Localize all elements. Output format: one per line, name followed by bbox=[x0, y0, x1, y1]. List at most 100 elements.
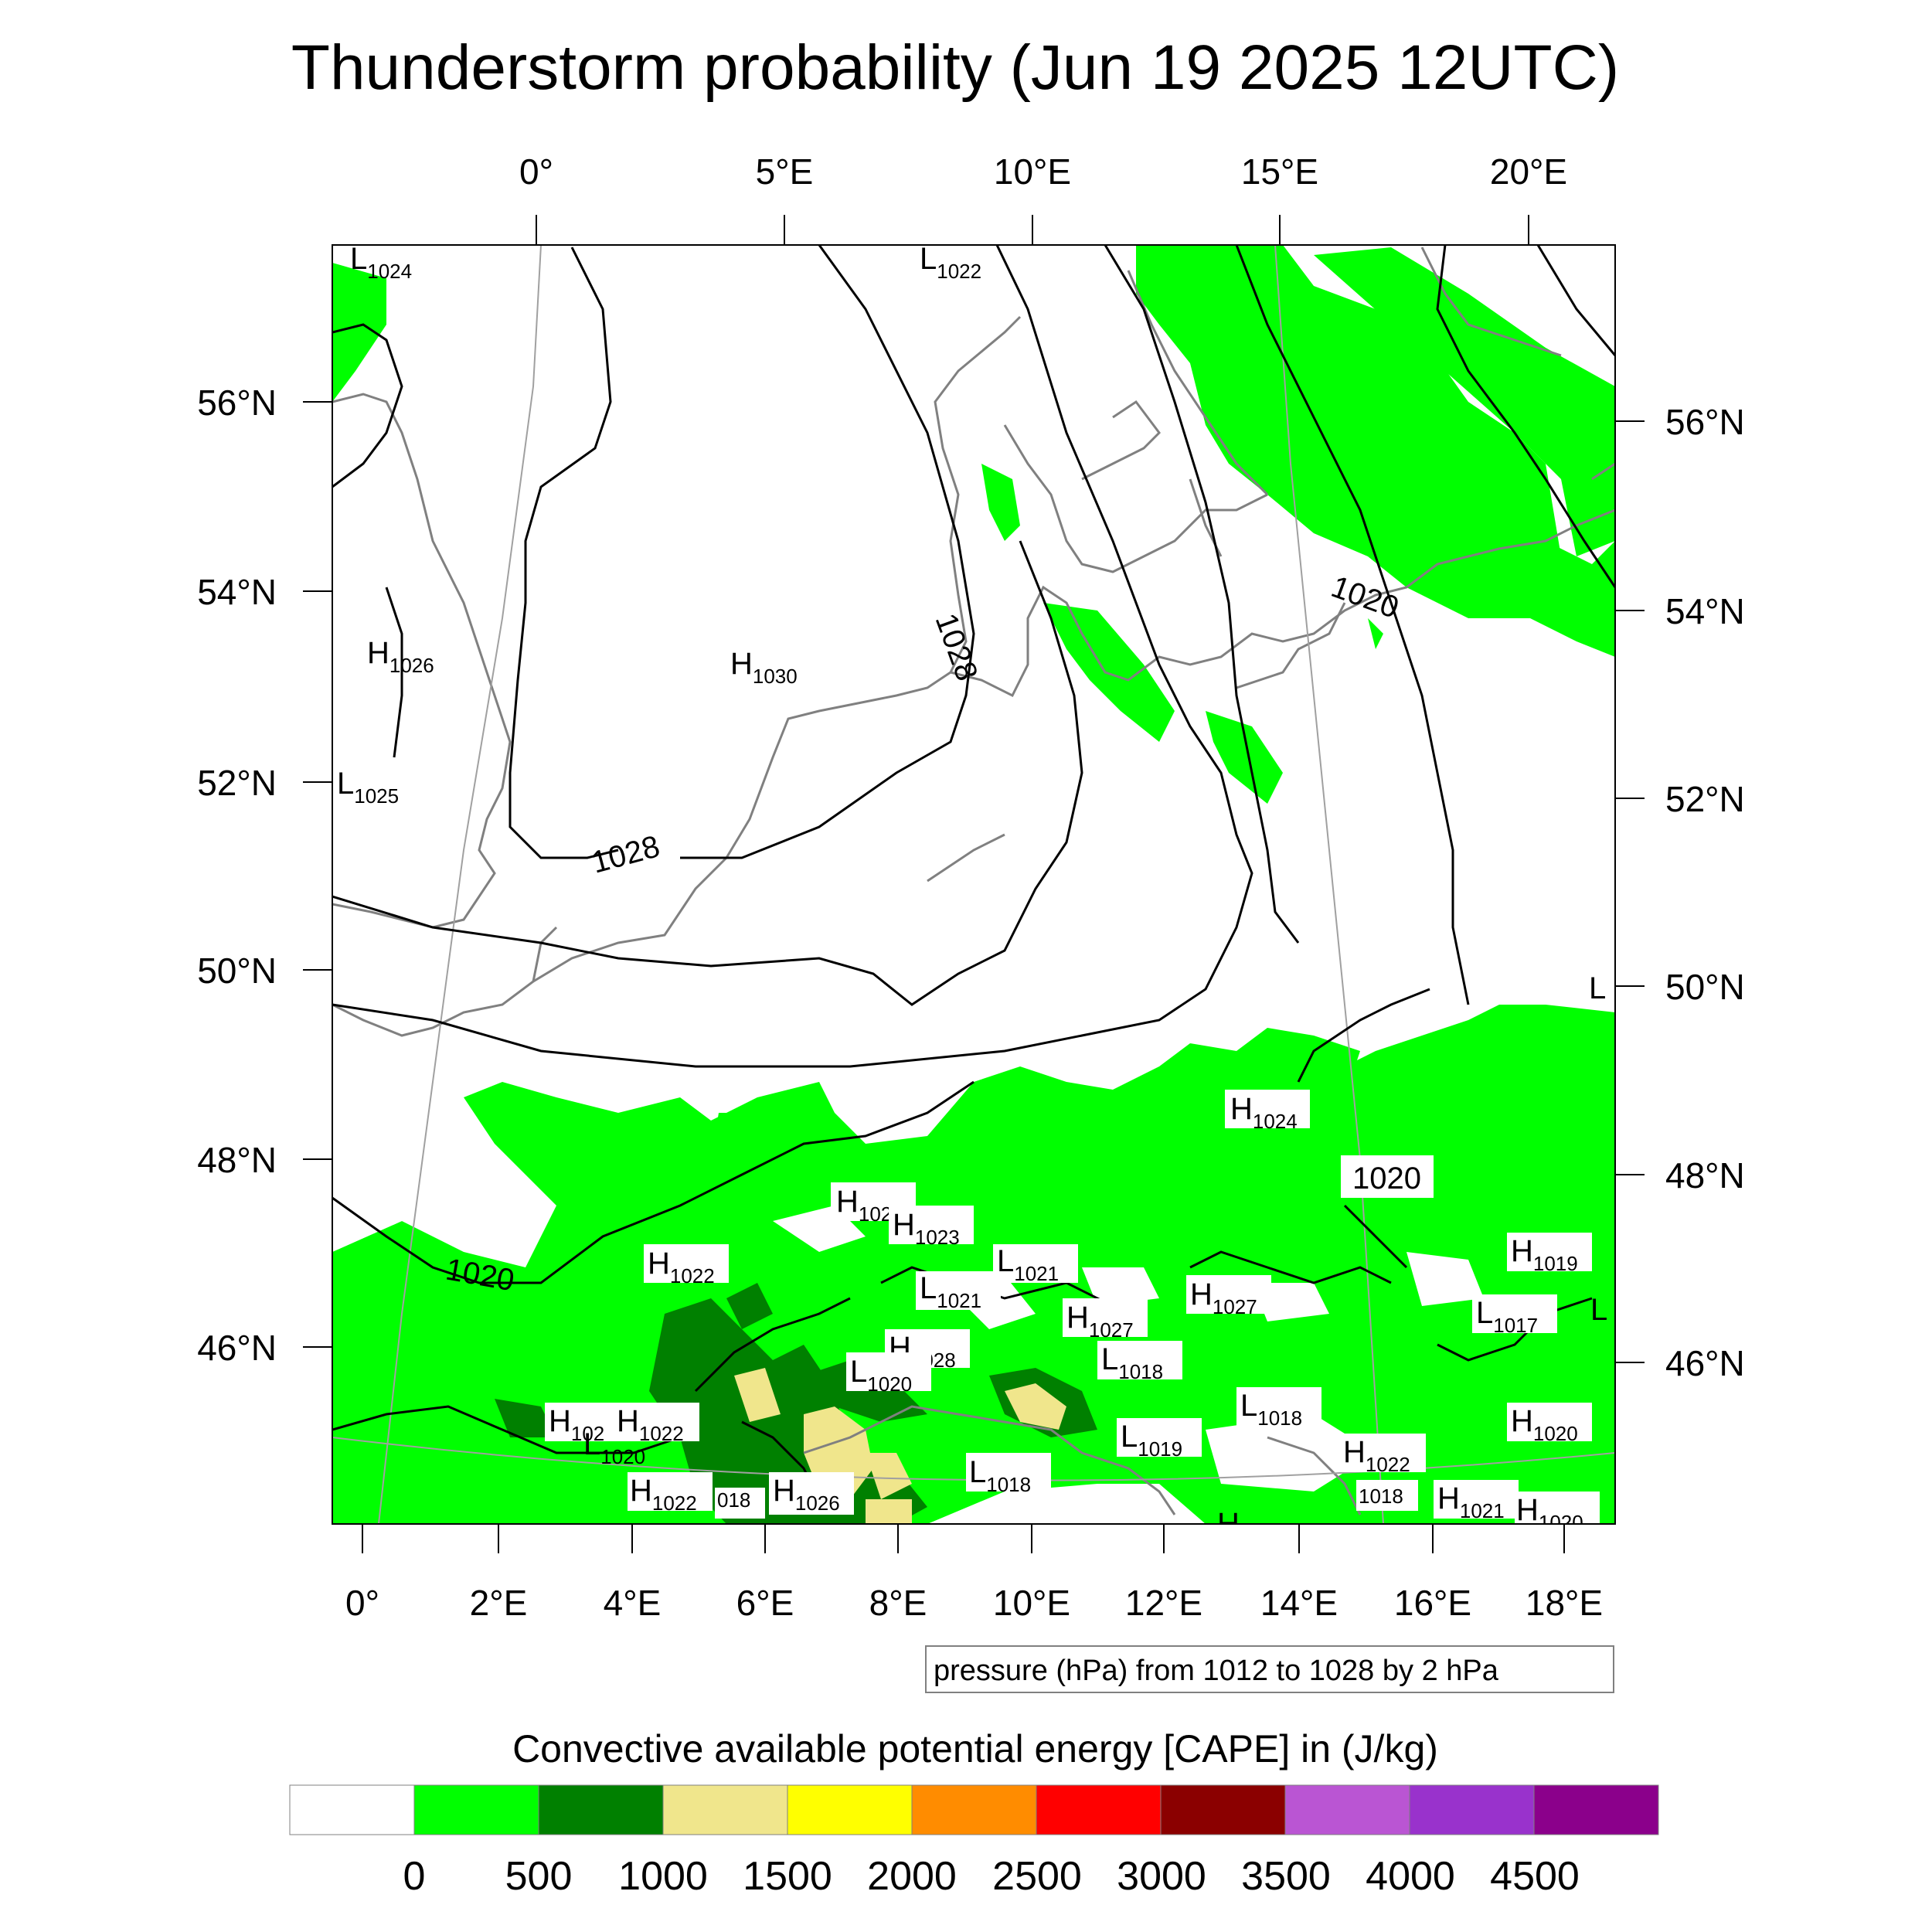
pressure-center-label: H1020 bbox=[1516, 1493, 1583, 1534]
top-axis-label: 0° bbox=[519, 151, 553, 192]
pressure-center-label: H1022 bbox=[648, 1247, 715, 1287]
pressure-center-label: H1022 bbox=[630, 1474, 697, 1515]
colorbar-label: 1000 bbox=[618, 1854, 708, 1899]
top-axis-label: 5°E bbox=[756, 151, 814, 192]
top-axis-label: 10°E bbox=[994, 151, 1071, 192]
left-axis-label: 52°N bbox=[197, 763, 277, 803]
top-axis bbox=[536, 215, 1529, 245]
pressure-center-label: H1030 bbox=[730, 647, 798, 688]
top-axis-label: 15°E bbox=[1241, 151, 1318, 192]
bottom-axis-labels: 0° 2°E 4°E 6°E 8°E 10°E 12°E 14°E 16°E 1… bbox=[345, 1583, 1603, 1623]
right-axis-label: 54°N bbox=[1665, 591, 1745, 631]
pressure-center-label: L1021 bbox=[920, 1271, 981, 1312]
colorbar-label: 2500 bbox=[992, 1854, 1082, 1899]
left-axis-labels: 56°N 54°N 52°N 50°N 48°N 46°N bbox=[197, 383, 277, 1368]
pressure-note: pressure (hPa) from 1012 to 1028 by 2 hP… bbox=[934, 1655, 1499, 1687]
top-axis-labels: 0° 5°E 10°E 15°E 20°E bbox=[519, 151, 1567, 192]
bottom-axis-label: 2°E bbox=[470, 1583, 528, 1623]
colorbar-label: 2000 bbox=[867, 1854, 957, 1899]
right-axis-labels: 56°N 54°N 52°N 50°N 48°N 46°N bbox=[1665, 402, 1745, 1383]
colorbar-label: 4000 bbox=[1366, 1854, 1455, 1899]
colorbar-swatch bbox=[1533, 1784, 1659, 1835]
pressure-centers: L1024 L1022 H1026 H1030 L1025 H1024 H102… bbox=[337, 242, 1607, 1541]
pressure-center-label: H1022 bbox=[1343, 1435, 1410, 1476]
pressure-center-label: H1027 bbox=[1190, 1277, 1257, 1318]
right-axis-label: 52°N bbox=[1665, 779, 1745, 819]
right-axis bbox=[1615, 420, 1645, 1363]
pressure-center-label: H1024 bbox=[1230, 1092, 1298, 1133]
isobars bbox=[332, 245, 1615, 1500]
pressure-center-label: L1017 bbox=[1476, 1296, 1538, 1337]
colorbar-swatch bbox=[1160, 1784, 1286, 1835]
bottom-axis-label: 6°E bbox=[736, 1583, 794, 1623]
colorbar-swatch bbox=[413, 1784, 539, 1835]
bottom-axis-label: 18°E bbox=[1526, 1583, 1603, 1623]
right-axis-label: 46°N bbox=[1665, 1343, 1745, 1383]
colorbar-swatch bbox=[1036, 1784, 1162, 1835]
bottom-axis-label: 16°E bbox=[1394, 1583, 1471, 1623]
colorbar-swatch bbox=[787, 1784, 913, 1835]
bottom-axis-label: 12°E bbox=[1125, 1583, 1202, 1623]
pressure-center-label: L1020 bbox=[850, 1355, 912, 1396]
bottom-axis-label: 14°E bbox=[1260, 1583, 1338, 1623]
pressure-center-label: H1021 bbox=[1437, 1481, 1505, 1522]
pressure-center-label: H1020 bbox=[1511, 1404, 1578, 1445]
left-axis-label: 56°N bbox=[197, 383, 277, 423]
bottom-axis-label: 4°E bbox=[604, 1583, 662, 1623]
pressure-note-box bbox=[925, 1645, 1614, 1693]
pressure-center-label: L1024 bbox=[350, 242, 412, 283]
left-axis-label: 48°N bbox=[197, 1140, 277, 1180]
isobar-label: 1020 bbox=[1352, 1162, 1421, 1196]
colorbar-label: 0 bbox=[403, 1854, 426, 1899]
left-axis-label: 50°N bbox=[197, 951, 277, 991]
colorbar-swatch bbox=[1284, 1784, 1410, 1835]
pressure-center-label: H1026 bbox=[367, 636, 434, 677]
colorbar-swatch bbox=[662, 1784, 788, 1835]
colorbar-label: 500 bbox=[505, 1854, 573, 1899]
pressure-center-label: L1021 bbox=[997, 1244, 1059, 1285]
pressure-center-label: L1022 bbox=[920, 242, 981, 283]
left-axis bbox=[303, 401, 332, 1348]
colorbar-swatch bbox=[289, 1784, 415, 1835]
colorbar-swatch bbox=[538, 1784, 664, 1835]
colorbar-label: 1500 bbox=[743, 1854, 832, 1899]
coastlines bbox=[332, 247, 1615, 1515]
left-axis-label: 46°N bbox=[197, 1328, 277, 1368]
pressure-center-label: L1018 bbox=[1101, 1342, 1163, 1383]
bottom-axis bbox=[362, 1524, 1565, 1553]
top-axis-label: 20°E bbox=[1490, 151, 1567, 192]
pressure-center-label: L1020 bbox=[583, 1427, 645, 1468]
pressure-center-label: 1018 bbox=[1359, 1485, 1403, 1508]
pressure-center-label: H1019 bbox=[1511, 1234, 1578, 1275]
map-title: Thunderstorm probability (Jun 19 2025 12… bbox=[291, 32, 1619, 103]
colorbar-swatch bbox=[1409, 1784, 1535, 1835]
map-content: 1028 1028 1020 1020 1020 L1024 L1022 H10… bbox=[332, 242, 1615, 1541]
pressure-center-label: L1025 bbox=[337, 767, 399, 808]
pressure-center-label: H1023 bbox=[893, 1208, 960, 1249]
pressure-center-label: H102 bbox=[549, 1404, 604, 1445]
right-axis-label: 48°N bbox=[1665, 1155, 1745, 1196]
pressure-center-label: L1018 bbox=[1240, 1389, 1302, 1430]
pressure-center-label: L1019 bbox=[1121, 1420, 1182, 1461]
map-border bbox=[332, 244, 1616, 1525]
bottom-axis-label: 0° bbox=[345, 1583, 379, 1623]
pressure-center-label: L bbox=[1589, 971, 1606, 1005]
colorbar-labels: 0 500 1000 1500 2000 2500 3000 3500 4000… bbox=[403, 1854, 1580, 1899]
bottom-axis-label: 10°E bbox=[993, 1583, 1070, 1623]
pressure-center-label: 018 bbox=[717, 1488, 750, 1512]
colorbar-label: 4500 bbox=[1490, 1854, 1580, 1899]
pressure-center-label: L bbox=[1590, 1293, 1607, 1327]
colorbar-swatch bbox=[911, 1784, 1037, 1835]
pressure-center-label: H1027 bbox=[1066, 1301, 1134, 1342]
pressure-center-label: H bbox=[1217, 1507, 1240, 1541]
left-axis-label: 54°N bbox=[197, 572, 277, 612]
right-axis-label: 50°N bbox=[1665, 967, 1745, 1007]
right-axis-label: 56°N bbox=[1665, 402, 1745, 442]
colorbar-title: Convective available potential energy [C… bbox=[512, 1727, 1438, 1770]
pressure-center-label: L1018 bbox=[969, 1455, 1031, 1496]
colorbar-label: 3000 bbox=[1117, 1854, 1206, 1899]
pressure-center-label: H1026 bbox=[773, 1474, 840, 1515]
colorbar-label: 3500 bbox=[1241, 1854, 1331, 1899]
bottom-axis-label: 8°E bbox=[869, 1583, 927, 1623]
